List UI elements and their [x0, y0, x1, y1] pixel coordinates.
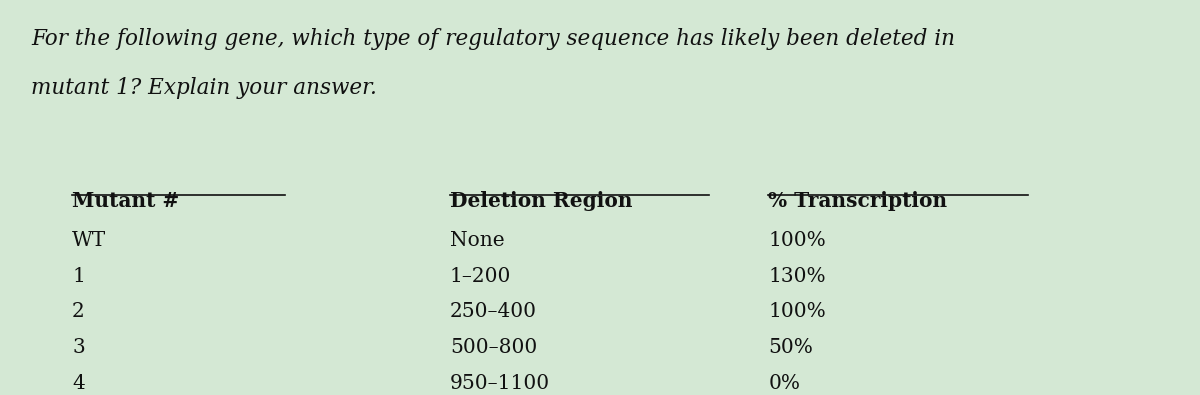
- Text: 950–1100: 950–1100: [450, 374, 550, 393]
- Text: Deletion Region: Deletion Region: [450, 192, 632, 211]
- Text: 3: 3: [72, 338, 85, 357]
- Text: 0%: 0%: [768, 374, 800, 393]
- Text: For the following gene, which type of regulatory sequence has likely been delete: For the following gene, which type of re…: [31, 28, 955, 50]
- Text: 50%: 50%: [768, 338, 814, 357]
- Text: % Transcription: % Transcription: [768, 192, 948, 211]
- Text: 500–800: 500–800: [450, 338, 538, 357]
- Text: mutant 1? Explain your answer.: mutant 1? Explain your answer.: [31, 77, 377, 99]
- Text: 100%: 100%: [768, 231, 826, 250]
- Text: 100%: 100%: [768, 303, 826, 322]
- Text: None: None: [450, 231, 504, 250]
- Text: 1: 1: [72, 267, 85, 286]
- Text: 250–400: 250–400: [450, 303, 536, 322]
- Text: 4: 4: [72, 374, 85, 393]
- Text: WT: WT: [72, 231, 107, 250]
- Text: 1–200: 1–200: [450, 267, 511, 286]
- Text: 2: 2: [72, 303, 85, 322]
- Text: 130%: 130%: [768, 267, 826, 286]
- Text: Mutant #: Mutant #: [72, 192, 180, 211]
